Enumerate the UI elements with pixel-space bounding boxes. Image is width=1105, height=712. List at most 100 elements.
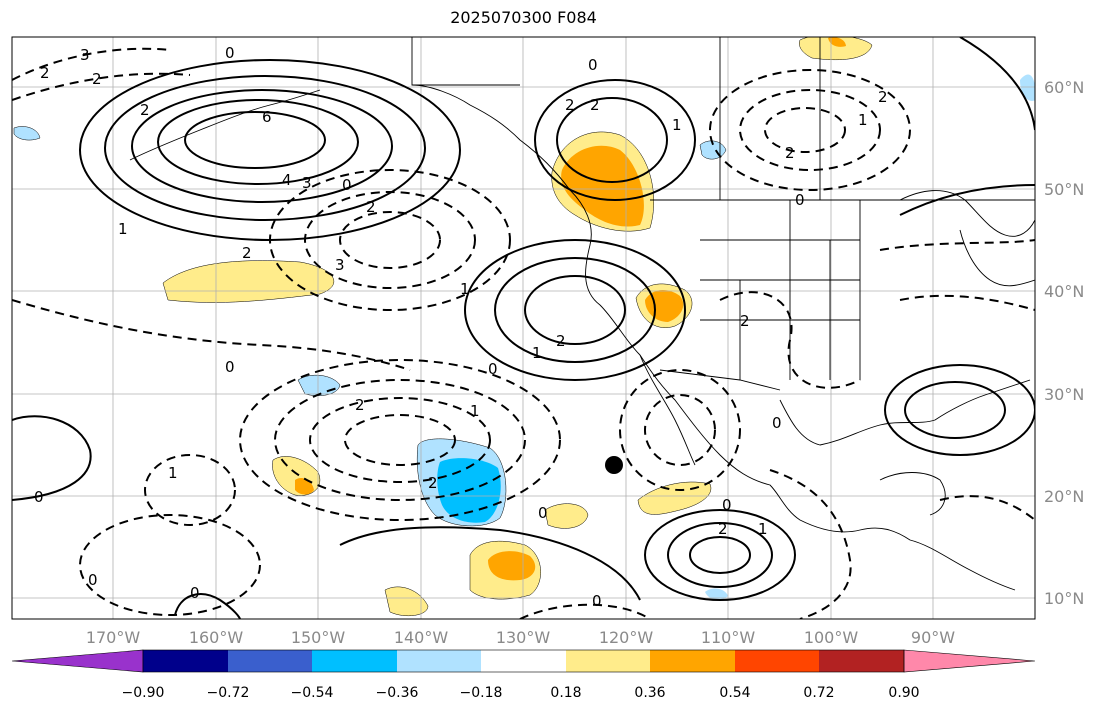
lon-label: 170°W — [86, 628, 141, 647]
solid-contours — [12, 37, 1035, 619]
location-marker — [605, 456, 623, 474]
shade-lightblue-small1 — [297, 374, 341, 396]
lat-label: 50°N — [1044, 180, 1084, 199]
contour-dashed-tropic — [519, 603, 651, 619]
contour-alaska-2 — [959, 37, 1035, 131]
contour-label: 1 — [168, 464, 178, 482]
colorbar-segment — [650, 650, 735, 672]
contour-south-low-1 — [79, 514, 261, 616]
contour-label: 2 — [740, 312, 750, 330]
colorbar-tick-label: 0.36 — [634, 685, 665, 701]
colorbar-segment — [481, 650, 566, 672]
colorbar-frame — [142, 649, 905, 673]
colorbar-extend-high — [903, 649, 1036, 673]
contour-label: 2 — [366, 198, 376, 216]
contour-label: 1 — [672, 116, 682, 134]
colorbar-segment — [566, 650, 650, 672]
contour-label: 0 — [588, 56, 598, 74]
contour-label: 0 — [34, 488, 44, 506]
contour-label: 2 — [428, 474, 438, 492]
lat-label: 60°N — [1044, 78, 1084, 97]
contour-trough-3 — [309, 397, 491, 483]
colorbar-segment — [819, 650, 904, 672]
contour-label: 0 — [342, 176, 352, 194]
contour-trough-1 — [239, 359, 561, 521]
contour-alaska-low-2 — [739, 89, 881, 171]
contour-north-pacific-4 — [157, 99, 359, 185]
contour-label: 1 — [858, 111, 868, 129]
contour-alaska-low-3 — [764, 107, 846, 153]
shade-orange-bc-coast — [561, 145, 644, 227]
contour-north-pacific-5 — [184, 111, 326, 169]
lon-label: 100°W — [804, 628, 859, 647]
colorbar-segment — [228, 650, 312, 672]
shade-lightblue-small4 — [1020, 74, 1035, 101]
lon-label: 160°W — [189, 628, 244, 647]
contour-label: 2 — [355, 396, 365, 414]
shade-yellow-central-pacific — [162, 260, 335, 303]
contour-pacific-low-1 — [269, 169, 511, 311]
contour-label: 1 — [758, 520, 768, 538]
shade-orange-east-pacific — [488, 551, 536, 581]
lat-label: 40°N — [1044, 282, 1084, 301]
colorbar-tick-label: 0.54 — [719, 685, 750, 701]
coast-yucatan — [879, 472, 946, 516]
contour-tropical-zero — [12, 415, 641, 601]
contour-label: 1 — [532, 344, 542, 362]
contour-trough-4 — [344, 414, 456, 466]
contour-label: 4 — [282, 171, 292, 189]
contour-label: 1 — [460, 280, 470, 298]
contour-mexico-high-2 — [667, 522, 773, 588]
contour-label: 1 — [470, 402, 480, 420]
map-title: 2025070300 F084 — [450, 8, 597, 27]
shade-lightblue-small3 — [13, 126, 41, 141]
colorbar-segment — [735, 650, 819, 672]
contour-label: 0 — [795, 191, 805, 209]
contour-label: 1 — [118, 220, 128, 238]
contour-label: 2 — [590, 96, 600, 114]
contour-label: 2 — [718, 520, 728, 538]
colorbar: −0.90 −0.72 −0.54 −0.36 −0.18 0.18 0.36 … — [11, 649, 1036, 701]
coast-aleutians — [129, 89, 321, 161]
contour-label: 2 — [556, 332, 566, 350]
contour-baja-low-2 — [644, 394, 716, 466]
border-canada — [412, 37, 821, 200]
contour-label: 0 — [225, 44, 235, 62]
coast-gulf — [779, 379, 1031, 446]
colorbar-tick-label: −0.36 — [376, 685, 419, 701]
contour-south-zero — [174, 593, 241, 619]
colorbar-segment — [143, 650, 228, 672]
contour-label: 0 — [225, 358, 235, 376]
contour-labels: 3 2 2 2 0 6 4 3 0 2 1 2 3 2 2 0 1 2 1 0 … — [34, 44, 888, 610]
contour-north-pacific-3 — [131, 89, 393, 203]
shade-orange-alaska — [828, 37, 846, 47]
shade-yellow-alaska — [799, 37, 873, 60]
contour-coast-high-1 — [464, 239, 686, 381]
coastlines — [129, 37, 1035, 591]
lon-label: 130°W — [496, 628, 551, 647]
contour-dashed-carib — [939, 495, 1035, 521]
contour-label: 3 — [80, 46, 90, 64]
lon-label: 150°W — [291, 628, 346, 647]
coast-baja — [639, 354, 696, 466]
lon-label: 140°W — [394, 628, 449, 647]
shade-yellow-small1 — [544, 503, 589, 529]
contour-label: 0 — [722, 496, 732, 514]
lat-label: 30°N — [1044, 385, 1084, 404]
lat-label: 10°N — [1044, 589, 1084, 608]
contour-gulf-high-2 — [904, 381, 1006, 439]
coast-alaska-bc — [411, 37, 1016, 591]
contour-label: 0 — [190, 584, 200, 602]
colorbar-ticks: −0.90 −0.72 −0.54 −0.36 −0.18 0.18 0.36 … — [122, 685, 920, 701]
contour-label: 3 — [335, 256, 345, 274]
contour-coast-high-3 — [524, 275, 626, 345]
lat-label: 20°N — [1044, 487, 1084, 506]
contour-alaska-low-1 — [709, 69, 911, 191]
contour-pacific-low-3 — [339, 211, 441, 269]
contour-gulf-high-1 — [884, 364, 1035, 456]
contour-bc-high-2 — [556, 97, 668, 183]
contour-dashed-mid — [12, 299, 411, 371]
lon-label: 90°W — [911, 628, 955, 647]
contour-label: 3 — [302, 174, 312, 192]
